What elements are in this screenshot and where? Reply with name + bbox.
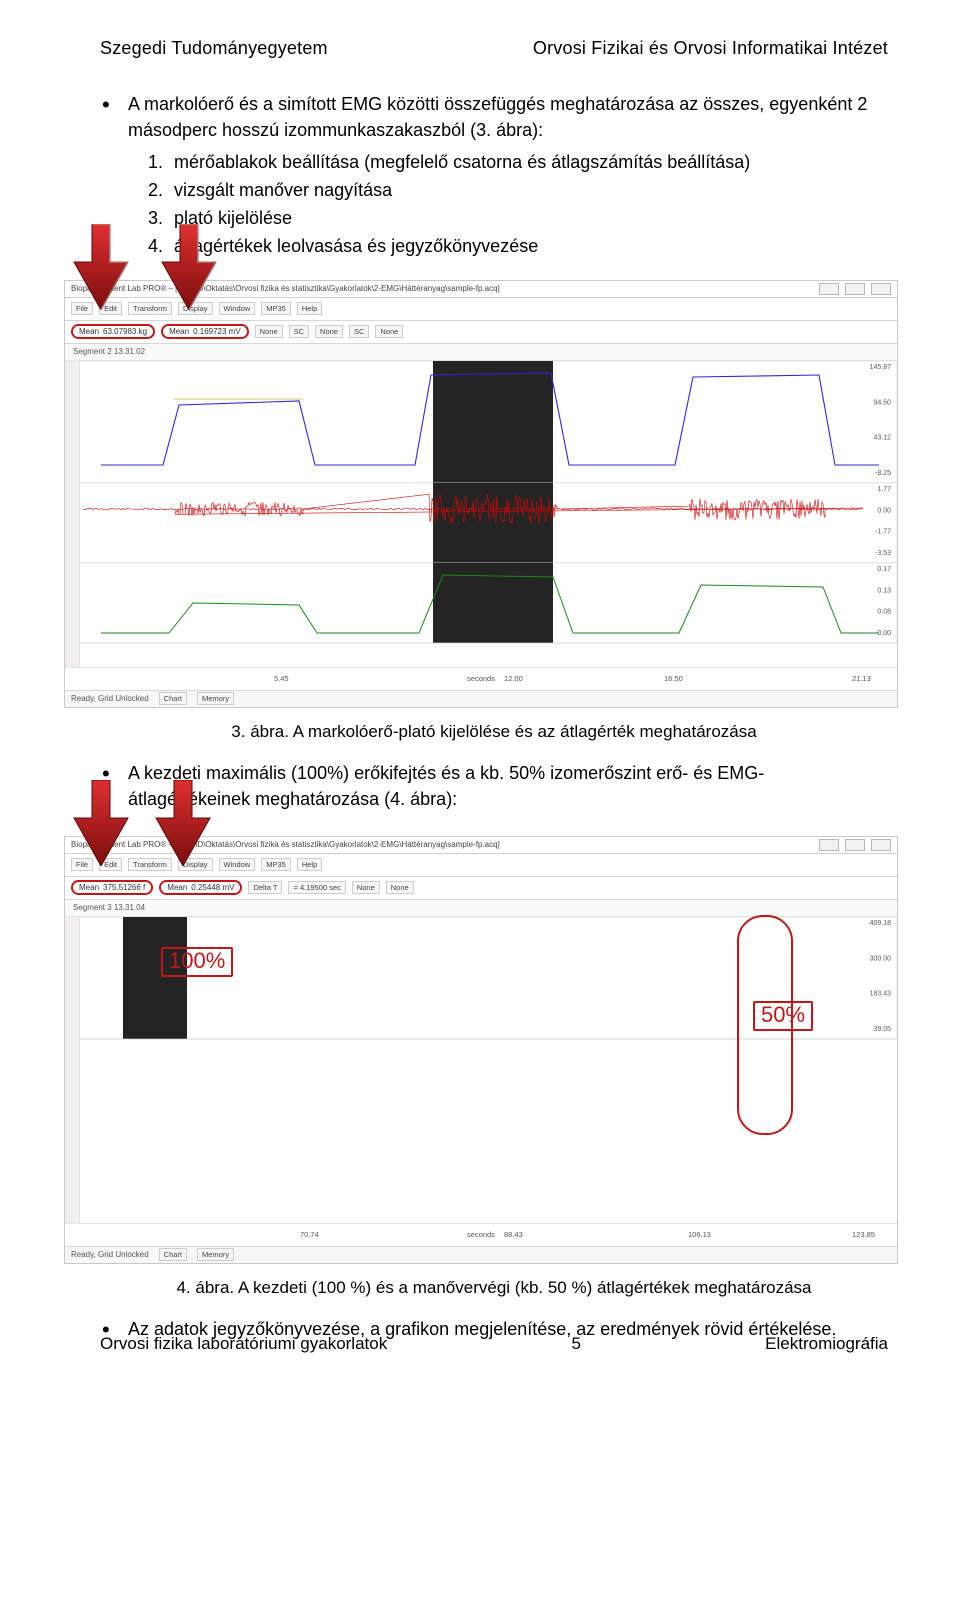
measure-bubble-1[interactable]: Mean 63.07983 kg: [71, 324, 155, 339]
figure-4-wrap: Biopac Student Lab PRO® – [D:\PhD\Oktatá…: [64, 836, 888, 1264]
footer-page-number: 5: [571, 1334, 580, 1354]
menu-help[interactable]: Help: [297, 302, 322, 315]
page-header: Szegedi Tudományegyetem Orvosi Fizikai é…: [100, 38, 888, 59]
red-arrow-icon: [154, 780, 212, 866]
measure-extra[interactable]: SC: [289, 325, 309, 338]
svg-text:94.50: 94.50: [873, 399, 891, 406]
x-tick: 70.74: [300, 1230, 319, 1239]
x-tick: 106.13: [688, 1230, 711, 1239]
red-arrows-pair: [72, 224, 218, 310]
status-memory[interactable]: Memory: [197, 692, 234, 705]
figure-3-caption: 3. ábra. A markolóerő-plató kijelölése é…: [100, 722, 888, 742]
x-tick: 16.50: [664, 674, 683, 683]
footer-right: Elektromiográfia: [765, 1334, 888, 1354]
svg-text:0.13: 0.13: [877, 587, 891, 594]
measure-extra[interactable]: None: [315, 325, 343, 338]
step-2: vizsgált manőver nagyítása: [168, 177, 888, 203]
step-4: átlagértékek leolvasása és jegyzőkönyvez…: [168, 233, 888, 259]
svg-text:409.18: 409.18: [870, 920, 892, 927]
annotation-100: 100%: [161, 947, 233, 977]
header-right: Orvosi Fizikai és Orvosi Informatikai In…: [533, 38, 888, 59]
svg-text:-1.77: -1.77: [875, 528, 891, 535]
svg-text:-3.53: -3.53: [875, 550, 891, 557]
figure-4-caption: 4. ábra. A kezdeti (100 %) és a manőverv…: [100, 1278, 888, 1298]
segment-label: Segment 2 13.31.02: [65, 344, 897, 361]
biopac-window-fig3: Biopac Student Lab PRO® – [D:\PhD\Oktatá…: [64, 280, 898, 708]
header-left: Szegedi Tudományegyetem: [100, 38, 328, 59]
signal-plots: 145.87 94.50 43.12 -8.25 1.77 0.00 -1.77 -3.53 0…: [65, 361, 897, 667]
svg-text:183.43: 183.43: [870, 990, 892, 997]
biopac-window-fig4: Biopac Student Lab PRO® – [D:\PhD\Oktatá…: [64, 836, 898, 1264]
measure-extra[interactable]: SC: [349, 325, 369, 338]
svg-text:39.05: 39.05: [873, 1026, 891, 1033]
footer-left: Orvosi fizika laboratóriumi gyakorlatok: [100, 1334, 387, 1354]
x-tick: 21.13: [852, 674, 871, 683]
svg-text:300.00: 300.00: [870, 955, 892, 962]
x-tick: 5.45: [274, 674, 289, 683]
svg-text:0.00: 0.00: [877, 507, 891, 514]
chart-area[interactable]: 409.18 300.00 183.43 39.05 100% 50%: [65, 917, 897, 1223]
red-arrow-icon: [72, 224, 130, 310]
red-arrow-icon: [72, 780, 130, 866]
svg-text:43.12: 43.12: [873, 434, 891, 441]
channel-strip[interactable]: [65, 917, 80, 1223]
measure-extra[interactable]: None: [255, 325, 283, 338]
page-footer: Orvosi fizika laboratóriumi gyakorlatok …: [100, 1334, 888, 1354]
x-tick: 12.00: [504, 674, 523, 683]
numbered-steps: mérőablakok beállítása (megfelelő csator…: [100, 149, 888, 259]
svg-text:0.00: 0.00: [877, 630, 891, 637]
measure-extra[interactable]: None: [375, 325, 403, 338]
svg-text:-8.25: -8.25: [875, 470, 891, 477]
step-3: plató kijelölése: [168, 205, 888, 231]
menu-mp35[interactable]: MP35: [261, 302, 291, 315]
svg-text:0.08: 0.08: [877, 608, 891, 615]
bul-para-1: A markolóerő és a simított EMG közötti ö…: [128, 91, 888, 143]
svg-text:1.77: 1.77: [877, 486, 891, 493]
x-tick: 88.43: [504, 1230, 523, 1239]
minimize-button[interactable]: [819, 283, 839, 295]
status-memory[interactable]: Memory: [197, 1248, 234, 1261]
status-bar: Ready, Grid Unlocked Chart Memory: [65, 1246, 897, 1263]
measurement-bar[interactable]: Mean 63.07983 kg Mean 0.169723 mV None S…: [65, 321, 897, 344]
status-chart[interactable]: Chart: [159, 692, 187, 705]
segment-label: Segment 3 13.31.04: [65, 900, 897, 917]
bul-para-2: A kezdeti maximális (100%) erőkifejtés é…: [128, 760, 888, 812]
measurement-bar[interactable]: Mean 375.51266 f Mean 0.25448 mV Delta T…: [65, 877, 897, 900]
channel-strip[interactable]: [65, 361, 80, 667]
minimize-button[interactable]: [819, 839, 839, 851]
chart-area[interactable]: 145.87 94.50 43.12 -8.25 1.77 0.00 -1.77 -3.53 0…: [65, 361, 897, 667]
figure-3-wrap: Biopac Student Lab PRO® – [D:\PhD\Oktatá…: [64, 280, 888, 708]
measure-bubble-1[interactable]: Mean 375.51266 f: [71, 880, 153, 895]
svg-text:0.17: 0.17: [877, 566, 891, 573]
close-button[interactable]: [871, 283, 891, 295]
measure-bubble-2[interactable]: Mean 0.25448 mV: [159, 880, 242, 895]
status-chart[interactable]: Chart: [159, 1248, 187, 1261]
menu-window[interactable]: Window: [219, 302, 256, 315]
step-1: mérőablakok beállítása (megfelelő csator…: [168, 149, 888, 175]
status-bar: Ready, Grid Unlocked Chart Memory: [65, 690, 897, 707]
annotation-50: 50%: [753, 1001, 813, 1031]
x-axis-label: seconds: [467, 674, 495, 683]
red-arrow-icon: [160, 224, 218, 310]
measure-bubble-2[interactable]: Mean 0.169723 mV: [161, 324, 249, 339]
maximize-button[interactable]: [845, 283, 865, 295]
red-arrows-pair: [72, 780, 212, 866]
page: Szegedi Tudományegyetem Orvosi Fizikai é…: [0, 0, 960, 1396]
x-axis-label: seconds: [467, 1230, 495, 1239]
maximize-button[interactable]: [845, 839, 865, 851]
x-tick: 123.85: [852, 1230, 875, 1239]
svg-text:145.87: 145.87: [870, 364, 892, 371]
close-button[interactable]: [871, 839, 891, 851]
